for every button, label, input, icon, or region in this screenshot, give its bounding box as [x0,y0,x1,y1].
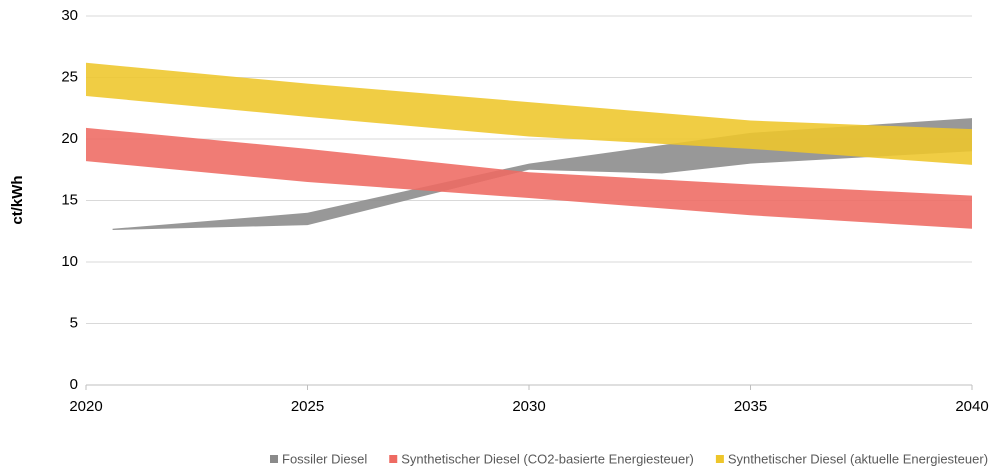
legend-label: Synthetischer Diesel (CO2-basierte Energ… [401,451,694,466]
y-tick-label: 25 [61,68,78,85]
x-tick-label: 2030 [512,398,545,415]
range-band [86,127,972,229]
legend-label: Synthetischer Diesel (aktuelle Energiest… [728,451,988,466]
legend-label: Fossiler Diesel [282,451,367,466]
x-tick-label: 2035 [734,398,767,415]
y-tick-label: 5 [70,314,78,331]
x-tick-label: 2025 [291,398,324,415]
y-axis-label: ct/kWh [9,175,26,224]
y-tick-label: 0 [70,376,78,393]
y-tick-label: 10 [61,253,78,270]
y-tick-label: 20 [61,130,78,147]
legend-swatch [389,455,398,463]
range-band [86,62,972,165]
y-tick-label: 30 [61,7,78,24]
legend-swatch [270,455,278,463]
x-tick-label: 2040 [955,398,988,415]
y-tick-label: 15 [61,191,78,208]
x-tick-label: 2020 [69,398,102,415]
legend-swatch [715,455,724,463]
